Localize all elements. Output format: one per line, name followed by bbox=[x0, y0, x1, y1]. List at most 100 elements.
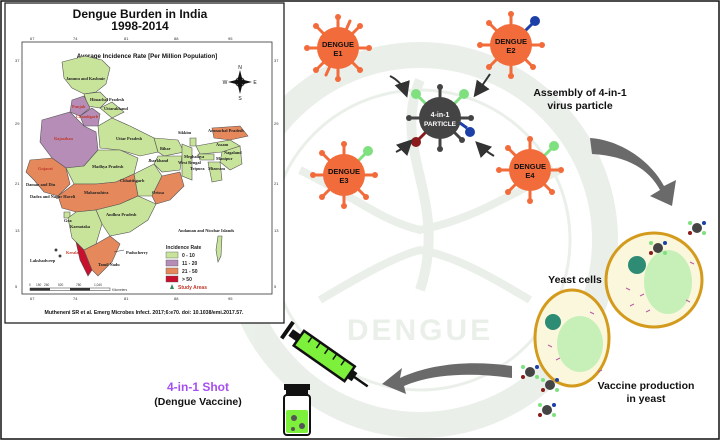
yeast-cell-large bbox=[604, 231, 704, 329]
virus-label: DENGUE bbox=[514, 162, 546, 171]
assembly-label-2: virus particle bbox=[547, 100, 613, 112]
region-label: Gujarat bbox=[38, 166, 53, 171]
vlp-particles bbox=[521, 221, 706, 417]
map-panel: Dengue Burden in India 1998-2014 67 74 8… bbox=[4, 2, 285, 324]
region-label: Meghalaya bbox=[184, 154, 205, 159]
shot-label: 4-in-1 Shot bbox=[167, 380, 229, 394]
green-antigen-knob bbox=[411, 89, 421, 99]
legend-swatch bbox=[165, 275, 179, 283]
lat-tick: 29 bbox=[274, 121, 279, 126]
arrow-to-shot bbox=[382, 363, 512, 394]
lat-tick: 13 bbox=[274, 228, 279, 233]
region-label: Daman and Diu bbox=[26, 182, 56, 187]
vlp-particle bbox=[541, 378, 559, 392]
legend-study: Study Areas bbox=[178, 285, 207, 291]
legend-swatch bbox=[165, 251, 179, 259]
lon-tick: 95 bbox=[228, 36, 233, 41]
yeast-label: Yeast cells bbox=[548, 274, 602, 286]
blue-antigen-knob bbox=[465, 127, 475, 137]
lat-tick: 21 bbox=[15, 181, 20, 186]
vlp-particle bbox=[538, 403, 556, 417]
region-label: West Bengal bbox=[178, 160, 202, 165]
region-label: Goa bbox=[64, 218, 72, 223]
nucleus bbox=[545, 314, 561, 330]
state-meghalaya bbox=[197, 153, 215, 161]
lon-ticks-bottom: 67 74 81 88 95 bbox=[30, 296, 233, 301]
map-legend: Incidence Rate 0 - 10 11 - 20 21 - 50 > … bbox=[165, 245, 207, 291]
nucleus bbox=[628, 256, 646, 274]
legend-title: Incidence Rate bbox=[166, 245, 202, 251]
tetravalent-particle: 4-in-1 PARTICLE bbox=[406, 84, 475, 152]
lon-tick: 74 bbox=[73, 36, 78, 41]
lon-tick: 67 bbox=[30, 296, 35, 301]
virus-label: DENGUE bbox=[328, 167, 360, 176]
map-citation: Mutheneni SR et al. Emerg Microbes Infec… bbox=[45, 310, 244, 316]
virus-label: DENGUE bbox=[495, 37, 527, 46]
lat-tick: 21 bbox=[274, 181, 279, 186]
legend-swatch bbox=[165, 259, 179, 267]
lakshadweep-dot bbox=[54, 248, 58, 252]
lat-tick: 37 bbox=[15, 58, 20, 63]
region-label: Andhra Pradesh bbox=[106, 212, 137, 217]
lon-tick: 67 bbox=[30, 36, 35, 41]
arrow-to-yeast bbox=[590, 138, 676, 206]
legend-item: 0 - 10 bbox=[182, 253, 195, 259]
virus-e2: DENGUE E2 bbox=[477, 11, 545, 79]
state-tripura-mizoram bbox=[207, 161, 223, 183]
scale-value: 150 bbox=[36, 283, 42, 287]
region-label: Punjab bbox=[72, 104, 86, 109]
lat-tick: 29 bbox=[15, 121, 20, 126]
assembly-arrows bbox=[389, 73, 495, 159]
virus-e4: DENGUE E4 bbox=[496, 136, 564, 204]
region-label: Uttar Pradesh bbox=[116, 136, 143, 141]
state-andhra-pradesh bbox=[95, 195, 157, 237]
region-label: Nagaland bbox=[224, 150, 242, 155]
virus-label: E3 bbox=[339, 176, 348, 185]
scale-value: 780 bbox=[76, 283, 82, 287]
compass-n: N bbox=[238, 65, 242, 71]
vaccine-label: (Dengue Vaccine) bbox=[154, 396, 242, 408]
syringe-icon bbox=[280, 320, 369, 388]
compass-rose: N S E W bbox=[223, 65, 258, 102]
map-subtitle: Average Incidence Rate [Per Million Popu… bbox=[77, 53, 217, 60]
lon-tick: 81 bbox=[124, 36, 129, 41]
lon-tick: 81 bbox=[124, 296, 129, 301]
particle-label: 4-in-1 bbox=[431, 112, 450, 119]
state-jharkhand bbox=[153, 155, 183, 173]
region-label: Jammu and Kashmir bbox=[66, 76, 105, 81]
green-antigen-knob bbox=[459, 89, 469, 99]
production-label-1: Vaccine production bbox=[598, 380, 695, 392]
scale-value: 1,040 bbox=[94, 283, 102, 287]
region-label: Manipur bbox=[216, 156, 233, 161]
yeast-cell-small bbox=[533, 288, 611, 388]
lat-ticks-right: 37 29 21 13 5 bbox=[274, 58, 279, 289]
lat-ticks-left: 37 29 21 13 5 bbox=[15, 58, 20, 289]
state-west-bengal bbox=[181, 143, 193, 181]
lon-tick: 95 bbox=[228, 296, 233, 301]
virus-e1: DENGUE E1 bbox=[304, 14, 372, 82]
region-label: Tamil Nadu bbox=[98, 262, 120, 267]
region-label: Chandigarh bbox=[76, 114, 99, 119]
blue-antigen-knob bbox=[530, 16, 540, 26]
region-label: Rajasthan bbox=[54, 136, 73, 141]
lat-tick: 37 bbox=[274, 58, 279, 63]
region-label: Assam bbox=[216, 142, 229, 147]
region-label: Uttarakhand bbox=[104, 106, 128, 111]
vlp-particle bbox=[688, 221, 706, 235]
region-label: Puducherry bbox=[126, 250, 149, 255]
region-label: Chhattisgarh bbox=[120, 178, 145, 183]
region-label: Arunachal Pradesh bbox=[208, 128, 244, 133]
legend-item: > 50 bbox=[182, 277, 192, 283]
region-label: Sikkim bbox=[178, 130, 192, 135]
particle-label: PARTICLE bbox=[424, 121, 457, 128]
region-label: Dadra and Nagar Haveli bbox=[30, 194, 76, 199]
virus-label: E4 bbox=[525, 171, 535, 180]
compass-e: E bbox=[253, 80, 257, 86]
state-arunachal bbox=[211, 125, 249, 141]
lakshadweep-dot bbox=[58, 254, 62, 258]
andaman-islands bbox=[215, 235, 223, 263]
region-label: Tripura bbox=[190, 166, 205, 171]
arrow-e2-to-particle bbox=[473, 73, 491, 98]
